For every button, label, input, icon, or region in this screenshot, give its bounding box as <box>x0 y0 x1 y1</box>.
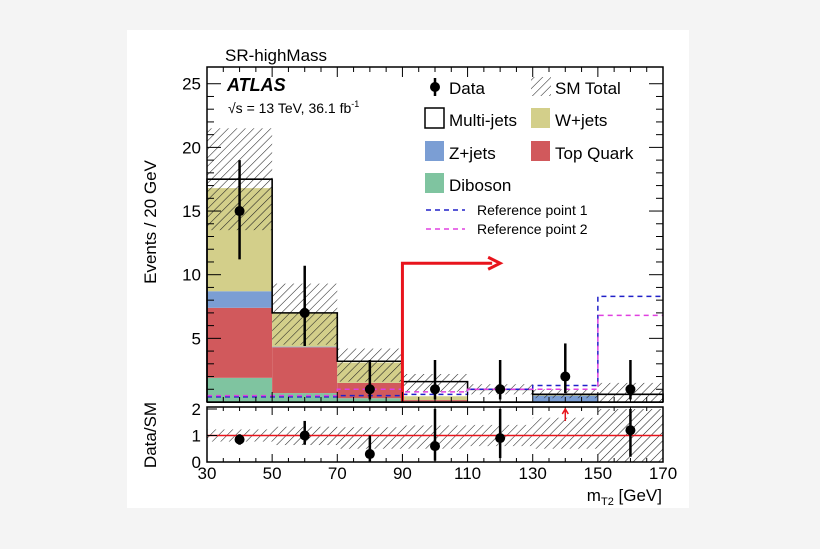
ratio-point <box>299 430 310 441</box>
x-tick-label: 50 <box>263 464 282 483</box>
legend: Data SM Total Multi-jets W+jets Z+jets Top Qu… <box>424 77 634 237</box>
y-tick-label: 25 <box>182 75 201 94</box>
ratio-y-tick-label: 0 <box>192 453 201 472</box>
x-tick-label: 130 <box>519 464 547 483</box>
x-label-m: m <box>587 486 601 505</box>
atlas-label: ATLAS <box>226 75 286 95</box>
y-tick-label: 5 <box>192 329 201 348</box>
region-title: SR-highMass <box>225 46 327 65</box>
y-axis-label: Events / 20 GeV <box>141 159 160 283</box>
x-label-sub: T2 <box>601 496 614 508</box>
x-label-unit: [GeV] <box>614 486 662 505</box>
stack-bar-z-jets <box>207 291 273 308</box>
lumi-exponent: -1 <box>351 99 359 109</box>
x-axis-label: mT2 [GeV] <box>587 486 662 508</box>
ratio-point <box>495 433 506 444</box>
y-tick-label: 15 <box>182 202 201 221</box>
data-point <box>430 384 440 395</box>
ratio-point <box>364 449 375 460</box>
off-scale-arrow <box>561 407 569 421</box>
data-point <box>625 384 636 395</box>
ratio-uncertainty-band <box>532 417 598 449</box>
x-tick-label: 90 <box>393 464 412 483</box>
ratio-y-tick-label: 2 <box>192 400 201 419</box>
data-point <box>299 307 310 318</box>
data-point <box>560 371 571 382</box>
legend-data-label: Data <box>449 79 485 98</box>
legend-swatch-w-jets <box>531 108 550 128</box>
ratio-point <box>234 434 245 445</box>
legend-swatch-multi-jets <box>424 107 445 129</box>
ratio-y-tick-label: 1 <box>192 427 201 446</box>
stack-bar-top-quark <box>207 307 273 378</box>
stack-bar-z-jets <box>272 346 338 348</box>
ratio-y-axis-label: Data/SM <box>141 402 160 468</box>
x-tick-label: 170 <box>649 464 677 483</box>
x-tick-label: 150 <box>584 464 612 483</box>
legend-reference-point-2-label: Reference point 2 <box>477 221 588 237</box>
legend-label-top-quark: Top Quark <box>555 144 634 163</box>
cut-arrow-head <box>487 255 504 271</box>
y-tick-label: 20 <box>182 138 201 157</box>
data-point <box>495 384 506 395</box>
x-tick-label: 30 <box>198 464 217 483</box>
data-point <box>364 384 375 395</box>
y-tick-label: 10 <box>182 266 201 285</box>
legend-data-marker-dot <box>430 82 440 92</box>
ratio-point <box>430 441 440 452</box>
legend-label-z-jets: Z+jets <box>449 144 496 163</box>
legend-sm-total-label: SM Total <box>555 79 621 98</box>
ratio-frame <box>206 406 664 463</box>
x-tick-label: 110 <box>454 464 481 483</box>
legend-label-diboson: Diboson <box>449 176 511 195</box>
data-point <box>234 206 245 217</box>
main-frame <box>206 66 664 403</box>
energy-lumi-label: √s = 13 TeV, 36.1 fb-1 <box>228 99 359 116</box>
legend-label-multi-jets: Multi-jets <box>449 111 517 130</box>
energy-lumi-text: √s = 13 TeV, 36.1 fb <box>228 100 351 116</box>
legend-label-w-jets: W+jets <box>555 111 607 130</box>
cut-line <box>400 261 493 402</box>
legend-reference-point-1-label: Reference point 1 <box>477 202 588 218</box>
legend-swatch-z-jets <box>425 141 444 161</box>
legend-swatch-top-quark <box>531 141 550 161</box>
ratio-point <box>625 425 636 436</box>
legend-swatch-diboson <box>425 173 444 193</box>
stack-bar-top-quark <box>272 347 338 394</box>
x-tick-label: 70 <box>328 464 347 483</box>
legend-sm-total-swatch <box>531 77 551 96</box>
